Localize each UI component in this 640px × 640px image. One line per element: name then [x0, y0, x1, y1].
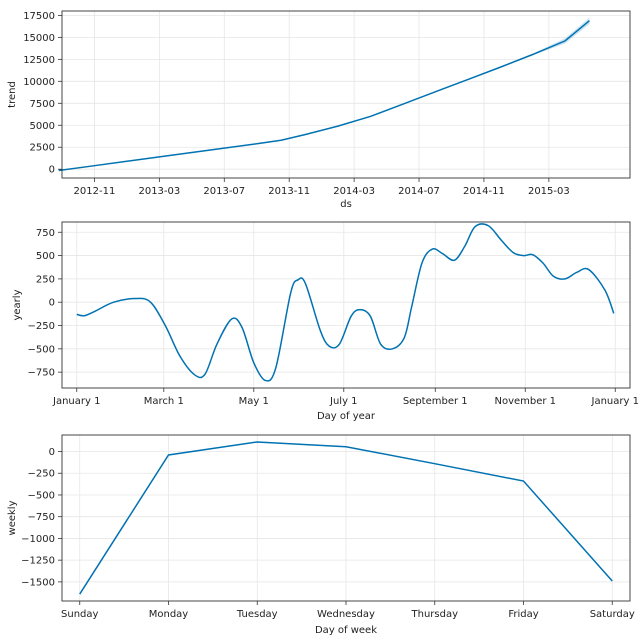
weekly-x-tick-label: Sunday	[61, 609, 98, 620]
trend-x-axis-label: ds	[340, 199, 352, 210]
trend-x-tick-label: 2013-11	[268, 186, 310, 197]
weekly-panel: Sunday Monday Tuesday Wednesday Thursday Frid…	[7, 434, 635, 636]
yearly-series-line	[76, 223, 615, 382]
yearly-x-tick-label: March 1	[144, 396, 184, 407]
trend-series-line	[58, 20, 590, 172]
weekly-x-tick-label: Wednesday	[317, 609, 375, 620]
weekly-y-tick-label: 0	[49, 447, 55, 458]
yearly-y-tick-label: 250	[36, 274, 55, 285]
yearly-x-tick-label: July 1	[329, 396, 358, 407]
trend-y-tick-label: 15000	[23, 33, 55, 44]
yearly-x-tick-label: November 1	[494, 396, 556, 407]
trend-y-tick-label: 10000	[23, 77, 55, 88]
weekly-x-axis-label: Day of week	[315, 625, 377, 636]
weekly-x-tick-label: Thursday	[411, 609, 459, 620]
yearly-y-tick-label: 500	[36, 251, 55, 262]
weekly-x-tick-label: Tuesday	[236, 609, 278, 620]
trend-y-tick-label: 2500	[30, 143, 55, 154]
yearly-axes-frame	[61, 221, 631, 389]
weekly-x-tick-label: Saturday	[590, 609, 635, 620]
weekly-y-tick-label: −1250	[21, 556, 55, 567]
trend-x-tick-label: 2014-11	[463, 186, 505, 197]
yearly-y-tick-label: −750	[28, 368, 55, 379]
yearly-y-axis-label: yearly	[12, 289, 23, 320]
trend-x-tick-label: 2015-03	[528, 186, 570, 197]
yearly-x-tick-label: May 1	[239, 396, 269, 407]
weekly-x-tick-label: Monday	[149, 609, 189, 620]
trend-x-tick-label: 2013-03	[138, 186, 180, 197]
trend-y-tick-label: 0	[49, 165, 55, 176]
yearly-y-tick-label: 750	[36, 228, 55, 239]
yearly-y-tick-label: −250	[28, 321, 55, 332]
trend-x-tick-label: 2014-03	[333, 186, 375, 197]
trend-axes-frame	[61, 10, 631, 179]
weekly-y-tick-label: −1500	[21, 577, 55, 588]
weekly-y-axis-label: weekly	[7, 500, 18, 535]
trend-y-tick-label: 17500	[23, 11, 55, 22]
weekly-y-tick-label: −750	[28, 512, 55, 523]
trend-y-tick-label: 12500	[23, 55, 55, 66]
yearly-x-tick-label: January 1	[591, 396, 639, 407]
trend-panel: 2012-11 2013-03 2013-07 2013-11 2014-03 2014-…	[7, 10, 631, 210]
yearly-x-tick-label: September 1	[403, 396, 468, 407]
weekly-y-tick-label: −500	[28, 490, 55, 501]
trend-x-tick-label: 2013-07	[203, 186, 245, 197]
trend-y-axis-label: trend	[7, 81, 18, 108]
weekly-y-tick-label: −250	[28, 469, 55, 480]
weekly-x-tick-label: Friday	[508, 609, 538, 620]
weekly-series-line	[79, 441, 613, 595]
trend-y-tick-label: 7500	[30, 99, 55, 110]
trend-x-tick-label: 2014-07	[398, 186, 440, 197]
yearly-y-tick-label: −500	[28, 344, 55, 355]
weekly-y-tick-label: −1000	[21, 534, 55, 545]
yearly-x-axis-label: Day of year	[317, 411, 376, 422]
trend-y-tick-label: 5000	[30, 121, 55, 132]
yearly-x-tick-label: January 1	[52, 396, 100, 407]
yearly-panel: January 1 March 1 May 1 July 1 September 1 No…	[12, 221, 639, 422]
yearly-y-tick-label: 0	[49, 298, 55, 309]
trend-x-tick-label: 2012-11	[74, 186, 116, 197]
